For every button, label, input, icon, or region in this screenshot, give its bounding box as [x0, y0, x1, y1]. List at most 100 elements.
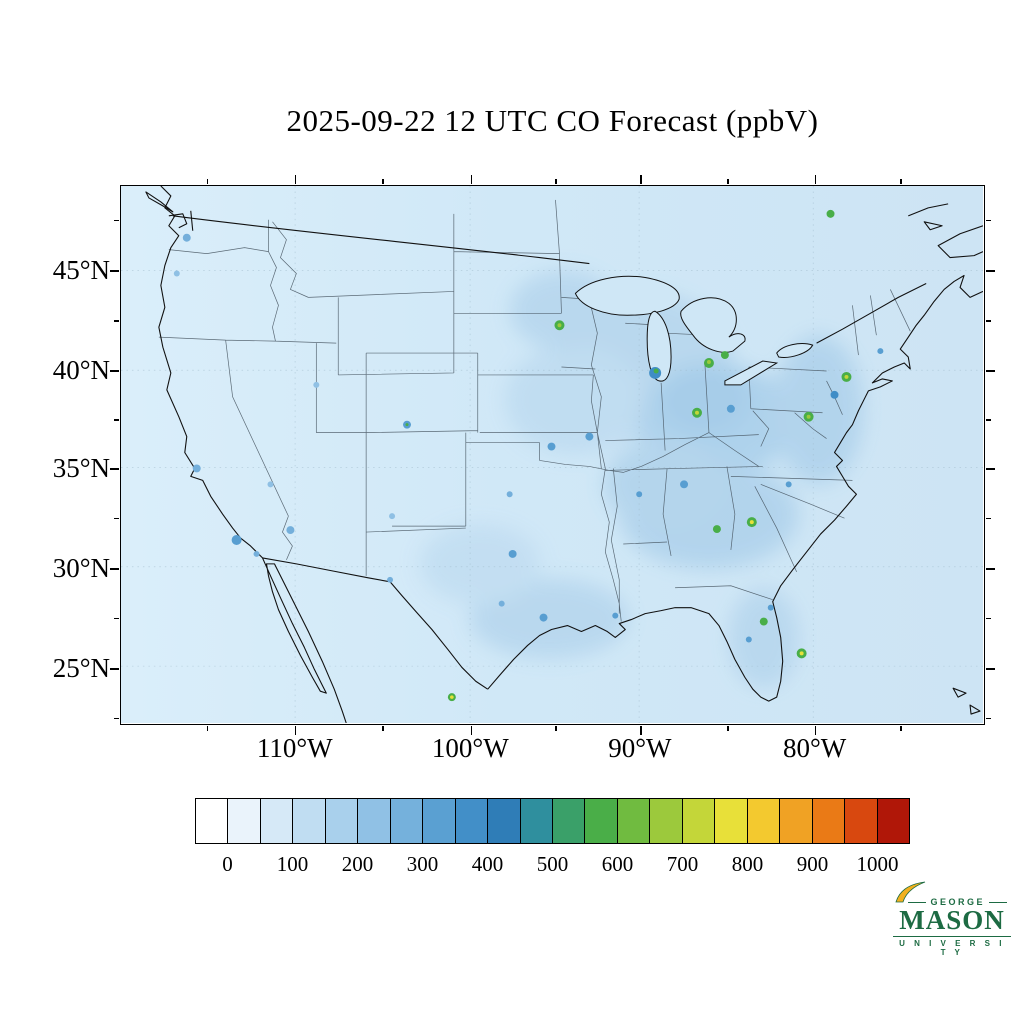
co-hotspot — [231, 535, 242, 545]
tick-mark — [640, 726, 642, 735]
co-hotspot — [877, 348, 884, 355]
tick-mark — [814, 175, 817, 184]
colorbar-cell — [585, 799, 618, 843]
co-hotspot — [173, 270, 180, 277]
co-hotspot — [695, 410, 699, 415]
urban-hotspot-layer — [173, 209, 884, 702]
co-hotspot — [405, 423, 409, 427]
co-hotspot — [557, 323, 562, 328]
lon-label: 90°W — [608, 733, 672, 763]
tick-mark — [110, 568, 119, 570]
colorbar-tick-label: 900 — [796, 852, 829, 876]
co-forecast-map — [121, 186, 983, 723]
tick-mark — [382, 179, 384, 184]
colorbar-cell — [228, 799, 261, 843]
tick-mark — [986, 468, 995, 470]
co-hotspot — [749, 520, 754, 525]
co-plume — [469, 578, 630, 659]
co-hotspot — [387, 576, 394, 583]
lon-label: 80°W — [782, 733, 847, 763]
lat-label: 25°N — [52, 652, 110, 683]
tick-mark — [110, 468, 119, 470]
co-hotspot — [767, 604, 774, 611]
co-plume — [728, 588, 799, 689]
colorbar-tick-label: 200 — [341, 852, 374, 876]
co-hotspot — [745, 636, 752, 643]
colorbar-cell — [488, 799, 521, 843]
gmu-logo: GEORGE MASON U N I V E R S I T Y — [893, 881, 1011, 957]
colorbar-cell — [617, 799, 651, 843]
tick-mark — [110, 370, 119, 372]
figure-title: 2025-09-22 12 UTC CO Forecast (ppbV) — [286, 103, 819, 138]
colorbar-tick-label: 600 — [601, 852, 634, 876]
tick-mark — [986, 370, 995, 372]
tick-mark — [986, 270, 995, 272]
co-plume — [773, 335, 864, 485]
co-hotspot — [539, 613, 548, 622]
tick-mark — [382, 726, 384, 731]
colorbar-tick-label: 700 — [666, 852, 699, 876]
colorbar — [195, 798, 910, 844]
tick-mark — [555, 726, 557, 731]
colorbar-tick-label: 800 — [731, 852, 764, 876]
tick-mark — [640, 175, 642, 184]
colorbar-cell — [260, 799, 294, 843]
co-hotspot — [830, 390, 839, 399]
great-lakes — [574, 275, 814, 386]
co-hotspot — [389, 513, 396, 520]
tick-mark — [727, 179, 729, 184]
colorbar-tick-label: 0 — [222, 852, 233, 876]
co-hotspot — [785, 481, 792, 488]
lat-label: 30°N — [52, 552, 110, 583]
co-hotspot — [806, 414, 811, 419]
colorbar-cell — [455, 799, 489, 843]
mason-leaf-icon — [895, 881, 926, 903]
tick-mark — [986, 419, 991, 421]
co-hotspot — [653, 368, 659, 374]
co-hotspot — [585, 432, 594, 441]
co-hotspot — [712, 525, 721, 534]
co-hotspot — [759, 617, 768, 626]
colorbar-cell — [552, 799, 586, 843]
colorbar-cell — [390, 799, 424, 843]
colorbar-cell — [715, 799, 748, 843]
co-hotspot — [286, 526, 295, 535]
co-hotspot — [182, 233, 191, 242]
co-plume — [504, 345, 645, 455]
colorbar-tick-label: 1000 — [856, 852, 899, 876]
tick-mark — [727, 726, 729, 731]
co-plume — [604, 439, 724, 530]
tick-mark — [986, 668, 995, 670]
tick-mark — [114, 419, 119, 421]
tick-mark — [206, 179, 209, 184]
colorbar-cell — [780, 799, 813, 843]
tick-mark — [900, 179, 902, 184]
co-hotspot — [826, 209, 835, 218]
colorbar-tick-label: 500 — [536, 852, 569, 876]
logo-george-line: GEORGE — [893, 897, 1011, 907]
tick-mark — [470, 175, 473, 184]
co-hotspot — [720, 351, 729, 360]
tick-mark — [986, 517, 991, 520]
logo-rule-left — [908, 901, 927, 903]
tick-mark — [110, 270, 119, 272]
logo-university-text: U N I V E R S I T Y — [893, 936, 1011, 957]
co-hotspot — [612, 612, 619, 619]
colorbar-cell — [682, 799, 716, 843]
lat-label: 35°N — [52, 452, 110, 483]
colorbar-cell — [423, 799, 456, 843]
co-hotspot — [706, 360, 711, 365]
graticule — [121, 186, 983, 723]
co-hotspot — [267, 481, 274, 488]
colorbar-cell — [358, 799, 391, 843]
colorbar-cell — [747, 799, 781, 843]
colorbar-cell — [812, 799, 846, 843]
coastlines — [145, 186, 983, 723]
tick-mark — [114, 517, 119, 520]
tick-mark — [986, 717, 991, 720]
tick-mark — [114, 617, 119, 620]
co-hotspot — [680, 480, 689, 489]
colorbar-cell — [845, 799, 878, 843]
state-boundaries — [158, 199, 911, 622]
colorbar-tick-label: 100 — [276, 852, 309, 876]
